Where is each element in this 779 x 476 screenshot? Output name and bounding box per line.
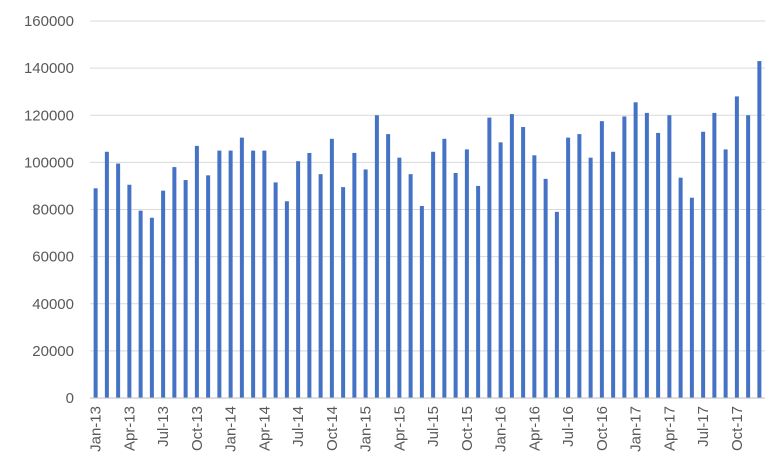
x-tick-label: Jan-16	[493, 406, 510, 452]
bar	[262, 150, 267, 398]
bar	[656, 132, 661, 398]
bar	[746, 115, 751, 398]
bar	[689, 197, 694, 398]
bar	[509, 114, 514, 399]
bar	[329, 138, 334, 398]
bar	[464, 149, 469, 398]
x-tick-label: Jul-17	[695, 406, 712, 447]
x-tick-label: Apr-15	[391, 406, 408, 451]
bar	[577, 134, 582, 398]
x-tick-label: Jan-15	[358, 406, 375, 452]
bar	[498, 142, 503, 398]
bar	[633, 102, 638, 399]
bar	[487, 117, 492, 398]
bar	[116, 163, 121, 398]
bar	[712, 112, 717, 399]
bar	[183, 180, 188, 398]
bar	[318, 174, 323, 398]
bar	[701, 131, 706, 398]
x-tick-label: Apr-16	[526, 406, 543, 451]
bar	[296, 161, 301, 398]
bar	[251, 150, 256, 398]
bar	[239, 137, 244, 398]
y-tick-label: 40000	[32, 296, 74, 313]
x-tick-label: Jan-17	[628, 406, 645, 452]
bar	[667, 115, 672, 398]
x-tick-label: Apr-13	[121, 406, 138, 451]
bar	[723, 149, 728, 398]
bar	[161, 190, 166, 398]
bar	[734, 96, 739, 399]
bar	[206, 175, 211, 398]
bar	[678, 177, 683, 398]
bar	[172, 167, 177, 398]
y-tick-label: 0	[66, 390, 74, 407]
bar	[138, 210, 143, 398]
bar	[127, 184, 132, 398]
bar	[194, 145, 199, 398]
bar	[543, 178, 548, 398]
bar	[341, 187, 346, 398]
bar	[93, 188, 98, 398]
x-tick-label: Jul-16	[560, 406, 577, 447]
bar	[611, 151, 616, 398]
bar	[588, 157, 593, 398]
y-tick-label: 160000	[24, 13, 74, 30]
bar	[273, 182, 278, 398]
bar	[374, 115, 379, 398]
bar-series	[93, 61, 762, 399]
y-tick-label: 140000	[24, 60, 74, 77]
y-tick-label: 20000	[32, 343, 74, 360]
y-tick-label: 60000	[32, 249, 74, 266]
bar	[453, 172, 458, 398]
bar	[757, 61, 762, 399]
bar	[554, 211, 559, 398]
bar	[532, 155, 537, 398]
bar	[431, 151, 436, 398]
bar	[442, 138, 447, 398]
bar	[284, 201, 289, 398]
x-tick-label: Jul-13	[155, 406, 172, 447]
x-tick-label: Oct-13	[189, 406, 206, 451]
gridlines	[90, 20, 765, 352]
bar	[149, 217, 154, 398]
bar	[521, 127, 526, 398]
x-tick-label: Jan-13	[88, 406, 105, 452]
bar	[104, 151, 109, 398]
bar	[476, 185, 481, 398]
bar	[386, 134, 391, 398]
x-tick-label: Oct-14	[324, 406, 341, 451]
bar	[228, 150, 233, 398]
bar	[408, 174, 413, 398]
bar	[352, 152, 357, 398]
x-tick-label: Jul-14	[290, 406, 307, 447]
x-tick-label: Oct-15	[459, 406, 476, 451]
bar	[307, 152, 312, 398]
x-tick-label: Jul-15	[425, 406, 442, 447]
x-axis-tick-labels: Jan-13 Apr-13 Jul-13 Oct-13 Jan-14 Apr-14 Jul-…	[88, 406, 746, 452]
bar	[599, 121, 604, 398]
x-tick-label: Oct-17	[729, 406, 746, 451]
x-tick-label: Oct-16	[594, 406, 611, 451]
bar	[622, 116, 627, 398]
y-tick-label: 100000	[24, 154, 74, 171]
x-tick-label: Jan-14	[223, 406, 240, 452]
bar	[217, 150, 222, 398]
bar	[419, 205, 424, 398]
y-tick-label: 120000	[24, 107, 74, 124]
y-axis-tick-labels: 0 20000 40000 60000 80000 100000 120000 140000 1…	[24, 13, 74, 407]
bar	[566, 137, 571, 398]
bar	[644, 112, 649, 399]
x-tick-label: Apr-14	[256, 406, 273, 451]
y-tick-label: 80000	[32, 202, 74, 219]
bar	[397, 157, 402, 398]
bar	[363, 169, 368, 398]
x-tick-label: Apr-17	[661, 406, 678, 451]
